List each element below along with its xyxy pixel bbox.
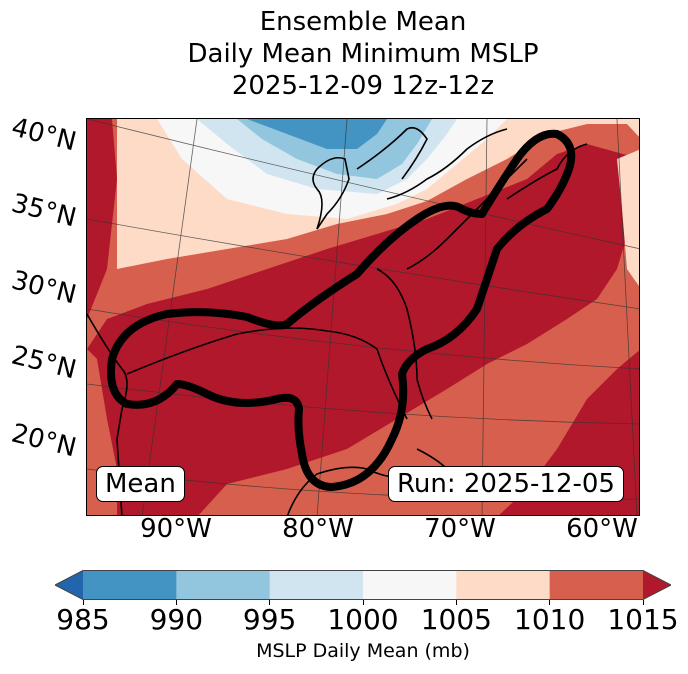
title-line-3: 2025-12-09 12z-12z (231, 71, 495, 101)
colorbar-bin (456, 570, 551, 600)
colorbar-tick-label: 985 (56, 603, 110, 636)
lon-label-70w: 70°W (424, 514, 496, 544)
colorbar-tick-label: 990 (149, 603, 204, 636)
field-1010-1015-south (198, 203, 639, 515)
graticule (87, 119, 639, 515)
field-gt1015-west-top (87, 119, 117, 319)
lat-label-20n: 20°N (8, 418, 80, 464)
colorbar-bin (363, 570, 457, 600)
lon-label-60w: 60°W (566, 514, 638, 544)
colorbar-tick-mark (362, 600, 364, 605)
contour-outline (107, 129, 576, 491)
title-line-1: Ensemble Mean (259, 7, 467, 37)
colorbar-extend-low (55, 570, 83, 600)
field-985-990 (247, 119, 387, 149)
colorbar-tick-mark (455, 600, 457, 605)
map-panel (86, 118, 640, 516)
colorbar-bin (269, 570, 364, 600)
title-line-2: Daily Mean Minimum MSLP (187, 39, 539, 69)
field-1005-1010-northeast (617, 149, 639, 287)
colorbar-tick-mark (549, 600, 551, 605)
colorbar-tick-label: 1010 (514, 603, 586, 636)
colorbar-tick-mark (269, 600, 271, 605)
map-canvas (87, 119, 639, 515)
colorbar-extend-high (643, 570, 671, 600)
colorbar-tick-label: 1005 (420, 603, 492, 636)
lat-label-35n: 35°N (8, 188, 80, 234)
colorbar-tick-label: 1015 (607, 603, 679, 636)
lon-label-80w: 80°W (282, 514, 354, 544)
colorbar-bin (176, 570, 271, 600)
lat-label-25n: 25°N (8, 340, 80, 386)
colorbar-bin (549, 570, 644, 600)
lon-label-90w: 90°W (140, 514, 212, 544)
run-date-box: Run: 2025-12-05 (388, 466, 624, 502)
colorbar-bin (83, 570, 177, 600)
colorbar-label: MSLP Daily Mean (mb) (256, 640, 470, 662)
map-title: Ensemble Mean Daily Mean Minimum MSLP 20… (0, 6, 688, 102)
lat-label-30n: 30°N (8, 265, 80, 311)
mean-label-box: Mean (96, 466, 185, 502)
lat-label-40n: 40°N (8, 112, 80, 158)
colorbar-tick-label: 995 (242, 603, 297, 636)
colorbar-tick-mark (82, 600, 84, 605)
colorbar-outline (55, 570, 671, 600)
colorbar-tick-mark (642, 600, 644, 605)
colorbar-svg (55, 570, 671, 600)
colorbar-tick-mark (175, 600, 177, 605)
colorbar (55, 570, 671, 600)
colorbar-tick-label: 1000 (327, 603, 399, 636)
